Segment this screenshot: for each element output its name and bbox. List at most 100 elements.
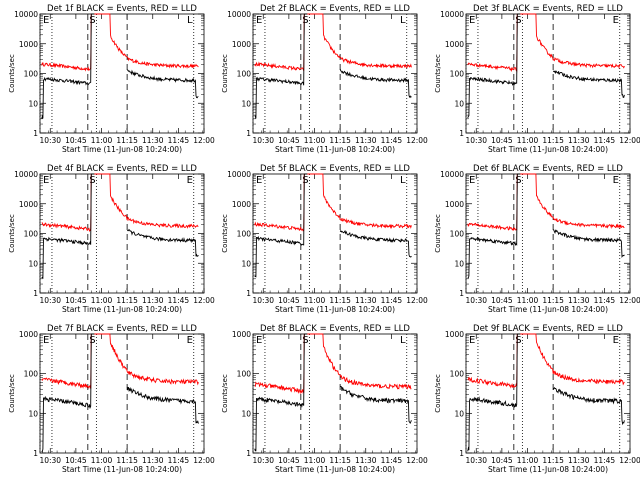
x-tick-label: 10:30 xyxy=(39,136,61,145)
y-tick-label: 10000 xyxy=(14,10,38,19)
x-tick-label: 12:00 xyxy=(619,456,640,465)
series-line-lld xyxy=(467,333,625,389)
event-marker-label: E xyxy=(43,175,49,186)
series-line-events xyxy=(254,13,412,119)
chart-title: Det 3f BLACK = Events, RED = LLD xyxy=(473,4,623,14)
x-tick-label: 11:00 xyxy=(304,456,326,465)
x-tick-label: 12:00 xyxy=(619,296,640,305)
event-marker-label: E xyxy=(613,335,619,346)
y-tick-label: 1 xyxy=(33,129,38,138)
y-tick-label: 1000 xyxy=(232,330,251,339)
y-tick-label: 1 xyxy=(33,449,38,458)
x-tick-label: 11:30 xyxy=(142,456,164,465)
event-marker-label: S xyxy=(89,15,95,26)
plot-frame xyxy=(252,333,418,454)
x-tick-label: 11:45 xyxy=(168,456,190,465)
y-tick-label: 100 xyxy=(450,230,465,239)
x-tick-label: 11:00 xyxy=(91,296,113,305)
x-axis-label: Start Time (11-Jun-08 10:24:00) xyxy=(275,465,395,474)
x-tick-label: 10:45 xyxy=(491,296,513,305)
x-tick-label: 10:30 xyxy=(465,296,487,305)
x-tick-label: 12:00 xyxy=(406,136,428,145)
x-tick-label: 11:45 xyxy=(381,136,403,145)
event-marker-label: L xyxy=(187,15,193,26)
y-tick-label: 10 xyxy=(454,259,464,268)
x-tick-label: 11:45 xyxy=(381,456,403,465)
x-tick-label: 11:15 xyxy=(542,456,564,465)
event-marker-label: E xyxy=(256,175,262,186)
y-tick-label: 10 xyxy=(241,409,251,418)
y-tick-label: 10 xyxy=(454,409,464,418)
y-tick-label: 10000 xyxy=(440,10,464,19)
y-axis-label: Counts/sec xyxy=(434,374,442,413)
event-marker-label: S xyxy=(515,335,521,346)
x-tick-label: 10:45 xyxy=(278,456,300,465)
chart-panel-8: Det 8f BLACK = Events, RED = LLD 1 10 100 10… xyxy=(221,324,428,474)
y-tick-label: 1000 xyxy=(19,40,38,49)
x-tick-label: 10:30 xyxy=(39,296,61,305)
y-axis-label: Counts/sec xyxy=(221,214,229,253)
series-line-lld xyxy=(254,13,412,71)
x-axis-label: Start Time (11-Jun-08 10:24:00) xyxy=(275,305,395,314)
y-tick-label: 10000 xyxy=(227,10,251,19)
x-tick-label: 10:45 xyxy=(491,136,513,145)
x-tick-label: 11:45 xyxy=(168,136,190,145)
y-tick-label: 1 xyxy=(246,289,251,298)
series-line-events xyxy=(467,333,625,452)
x-tick-label: 11:45 xyxy=(594,136,616,145)
x-tick-label: 11:00 xyxy=(304,136,326,145)
series-line-events xyxy=(254,333,412,452)
event-marker-label: E xyxy=(613,175,619,186)
y-tick-label: 1 xyxy=(459,449,464,458)
x-tick-label: 11:15 xyxy=(329,296,351,305)
event-marker-label: E xyxy=(43,15,49,26)
x-tick-label: 11:00 xyxy=(91,456,113,465)
y-tick-label: 10000 xyxy=(227,170,251,179)
series-line-lld xyxy=(254,173,412,232)
y-axis-label: Counts/sec xyxy=(8,54,16,93)
x-tick-label: 11:45 xyxy=(168,296,190,305)
plot-frame xyxy=(252,173,418,294)
event-marker-label: E xyxy=(469,15,475,26)
plot-frame xyxy=(465,333,631,454)
x-tick-label: 10:45 xyxy=(278,136,300,145)
chart-panel-9: Det 9f BLACK = Events, RED = LLD 1 10 100 10… xyxy=(434,324,640,474)
y-tick-label: 10 xyxy=(454,99,464,108)
x-tick-label: 12:00 xyxy=(406,296,428,305)
event-marker-label: S xyxy=(302,335,308,346)
y-tick-label: 10 xyxy=(28,409,38,418)
y-tick-label: 10 xyxy=(28,99,38,108)
x-tick-label: 11:45 xyxy=(594,296,616,305)
plot-frame xyxy=(465,173,631,294)
series-line-events xyxy=(467,13,625,118)
event-marker-label: L xyxy=(400,15,406,26)
y-tick-label: 100 xyxy=(237,70,252,79)
y-axis-label: Counts/sec xyxy=(8,374,16,413)
event-marker-label: E xyxy=(469,335,475,346)
y-tick-label: 1 xyxy=(246,129,251,138)
x-tick-label: 12:00 xyxy=(193,296,215,305)
x-tick-label: 11:00 xyxy=(517,136,539,145)
y-tick-label: 1000 xyxy=(232,200,251,209)
series-line-events xyxy=(467,173,625,279)
event-marker-label: S xyxy=(302,175,308,186)
event-marker-label: S xyxy=(89,335,95,346)
series-line-lld xyxy=(41,333,199,389)
y-tick-label: 100 xyxy=(450,370,465,379)
x-axis-label: Start Time (11-Jun-08 10:24:00) xyxy=(62,465,182,474)
x-tick-label: 12:00 xyxy=(193,456,215,465)
x-tick-label: 12:00 xyxy=(193,136,215,145)
x-axis-label: Start Time (11-Jun-08 10:24:00) xyxy=(488,305,608,314)
y-axis-label: Counts/sec xyxy=(221,54,229,93)
event-marker-label: E xyxy=(187,175,193,186)
plot-frame xyxy=(39,333,205,454)
series-line-events xyxy=(41,333,199,453)
plot-frame xyxy=(39,173,205,294)
event-marker-label: L xyxy=(400,175,406,186)
chart-title: Det 7f BLACK = Events, RED = LLD xyxy=(47,324,197,334)
plot-frame xyxy=(252,13,418,134)
x-tick-label: 11:45 xyxy=(381,296,403,305)
x-tick-label: 10:30 xyxy=(465,136,487,145)
y-tick-label: 100 xyxy=(24,230,39,239)
